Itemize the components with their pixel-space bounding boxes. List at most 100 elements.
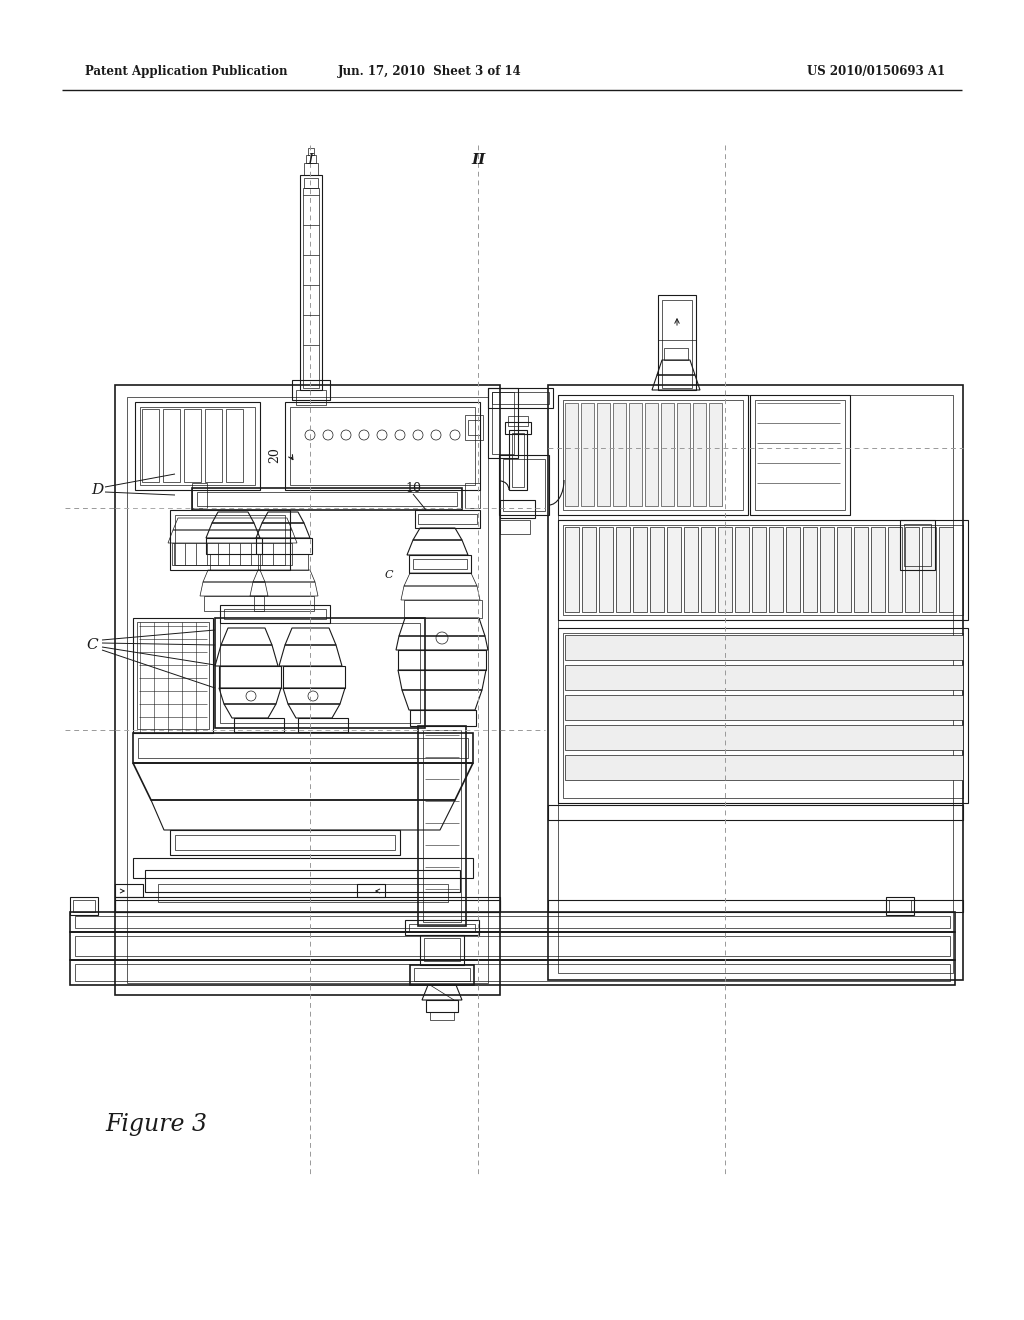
Bar bbox=[410, 710, 476, 726]
Bar bbox=[357, 884, 385, 898]
Bar bbox=[70, 898, 98, 915]
Bar bbox=[115, 900, 500, 912]
Bar bbox=[563, 525, 963, 615]
Bar bbox=[565, 665, 963, 690]
Bar bbox=[206, 539, 262, 554]
Bar bbox=[599, 527, 613, 612]
Bar bbox=[558, 520, 968, 620]
Bar bbox=[115, 385, 500, 995]
Bar bbox=[769, 527, 783, 612]
Bar bbox=[205, 409, 222, 482]
Bar bbox=[170, 510, 290, 570]
Bar bbox=[285, 403, 480, 490]
Bar bbox=[424, 939, 460, 961]
Bar bbox=[224, 609, 326, 619]
Bar bbox=[303, 187, 319, 388]
Bar bbox=[709, 403, 722, 506]
Bar bbox=[820, 527, 834, 612]
Bar bbox=[398, 649, 486, 671]
Bar bbox=[563, 400, 743, 510]
Text: 10: 10 bbox=[406, 482, 421, 495]
Bar bbox=[193, 488, 462, 510]
Bar bbox=[283, 667, 345, 688]
Bar bbox=[404, 601, 482, 618]
Bar bbox=[904, 524, 931, 566]
Bar bbox=[718, 527, 732, 612]
Bar bbox=[558, 628, 968, 803]
Bar bbox=[70, 932, 955, 960]
Bar bbox=[426, 1001, 458, 1012]
Bar bbox=[500, 520, 530, 535]
Bar bbox=[135, 403, 260, 490]
Bar bbox=[127, 397, 488, 983]
Bar bbox=[548, 805, 963, 820]
Bar bbox=[558, 395, 748, 515]
Bar bbox=[662, 403, 674, 506]
Bar bbox=[548, 385, 963, 979]
Bar bbox=[465, 483, 480, 508]
Bar bbox=[889, 900, 911, 912]
Bar bbox=[871, 527, 885, 612]
Bar bbox=[420, 935, 464, 965]
Bar bbox=[75, 936, 950, 956]
Bar bbox=[210, 554, 258, 570]
Bar bbox=[219, 667, 281, 688]
Bar bbox=[133, 858, 473, 878]
Text: I: I bbox=[307, 153, 313, 168]
Bar bbox=[565, 696, 963, 719]
Bar bbox=[922, 527, 936, 612]
Bar bbox=[563, 634, 963, 799]
Bar bbox=[220, 623, 420, 723]
Bar bbox=[133, 618, 213, 733]
Bar bbox=[197, 492, 457, 506]
Bar bbox=[292, 380, 330, 400]
Bar bbox=[581, 403, 594, 506]
Bar bbox=[410, 965, 474, 985]
Bar bbox=[133, 733, 473, 763]
Bar bbox=[234, 718, 284, 733]
Bar bbox=[254, 597, 314, 611]
Bar bbox=[142, 409, 159, 482]
Bar bbox=[658, 294, 696, 389]
Bar bbox=[418, 726, 466, 927]
Bar bbox=[664, 348, 688, 360]
Bar bbox=[508, 416, 528, 426]
Bar bbox=[184, 409, 201, 482]
Bar bbox=[115, 884, 143, 898]
Bar bbox=[193, 483, 207, 508]
Bar bbox=[226, 409, 243, 482]
Bar bbox=[175, 836, 395, 850]
Bar bbox=[172, 543, 292, 565]
Bar bbox=[304, 162, 318, 176]
Bar bbox=[565, 403, 578, 506]
Bar bbox=[803, 527, 817, 612]
Bar bbox=[565, 635, 963, 660]
Bar bbox=[70, 960, 955, 985]
Bar bbox=[750, 395, 850, 515]
Bar bbox=[650, 527, 664, 612]
Bar bbox=[565, 755, 963, 780]
Bar bbox=[667, 527, 681, 612]
Bar bbox=[488, 388, 553, 408]
Bar bbox=[75, 964, 950, 981]
Bar bbox=[175, 515, 285, 565]
Bar bbox=[73, 900, 95, 912]
Text: US 2010/0150693 A1: US 2010/0150693 A1 bbox=[807, 66, 945, 78]
Bar bbox=[413, 558, 467, 569]
Bar bbox=[409, 924, 475, 932]
Bar bbox=[465, 414, 483, 440]
Bar bbox=[423, 730, 461, 921]
Bar bbox=[306, 154, 316, 162]
Bar bbox=[158, 884, 449, 902]
Bar bbox=[170, 830, 400, 855]
Bar bbox=[304, 178, 318, 187]
Bar bbox=[548, 900, 963, 912]
Bar bbox=[662, 300, 692, 388]
Bar bbox=[409, 554, 471, 573]
Text: C: C bbox=[384, 570, 393, 579]
Bar bbox=[693, 403, 706, 506]
Text: Figure 3: Figure 3 bbox=[105, 1114, 207, 1137]
Text: Jun. 17, 2010  Sheet 3 of 14: Jun. 17, 2010 Sheet 3 of 14 bbox=[338, 66, 522, 78]
Bar bbox=[505, 422, 531, 434]
Bar bbox=[163, 409, 180, 482]
